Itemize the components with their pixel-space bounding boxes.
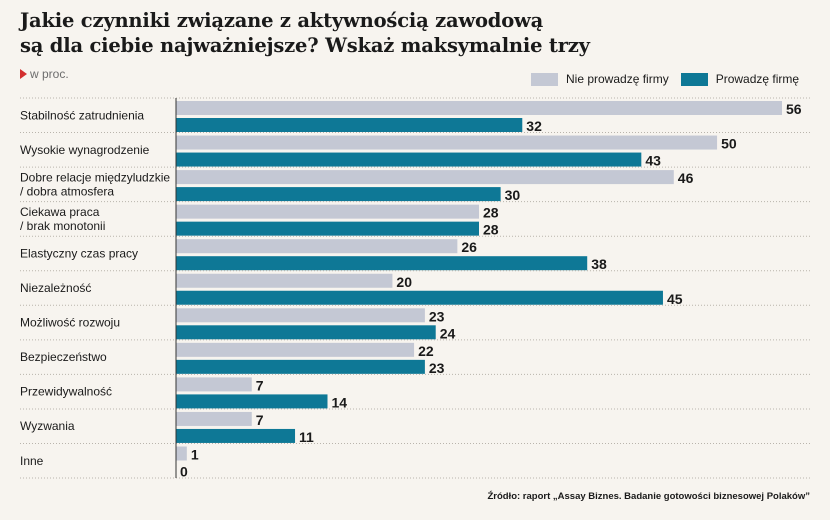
data-label: 11 bbox=[299, 429, 314, 445]
legend-item-nie-prowadze: Nie prowadzę firmy bbox=[531, 72, 669, 86]
data-label: 30 bbox=[505, 187, 521, 203]
data-label: 45 bbox=[667, 291, 683, 307]
data-label: 26 bbox=[461, 239, 477, 255]
category-label: Dobre relacje międzyludzkie / dobra atmos… bbox=[20, 170, 170, 198]
category-label: Ciekawa praca / brak monotonii bbox=[20, 205, 105, 233]
unit-label: w proc. bbox=[30, 67, 69, 81]
category-label: Inne bbox=[20, 454, 44, 468]
data-label: 28 bbox=[483, 205, 499, 221]
data-label: 23 bbox=[429, 308, 445, 324]
bar-nie-prowadze bbox=[176, 204, 479, 219]
bar-nie-prowadze bbox=[176, 446, 187, 461]
data-label: 7 bbox=[256, 377, 264, 393]
data-label: 20 bbox=[396, 274, 412, 290]
chart-title: Jakie czynniki związane z aktywnością za… bbox=[20, 8, 810, 58]
chart-title-line-2: są dla ciebie najważniejsze? Wskaż maksy… bbox=[20, 34, 590, 57]
legend-swatch-prowadze bbox=[680, 72, 708, 86]
category-label: Stabilność zatrudnienia bbox=[20, 108, 144, 122]
bar-nie-prowadze bbox=[176, 170, 674, 185]
bar-prowadze bbox=[176, 359, 425, 374]
data-label: 23 bbox=[429, 360, 445, 376]
legend-item-prowadze: Prowadzę firmę bbox=[680, 72, 800, 86]
bar-prowadze bbox=[176, 187, 501, 202]
data-label: 38 bbox=[591, 256, 607, 272]
bar-prowadze bbox=[176, 256, 588, 271]
bar-nie-prowadze bbox=[176, 135, 718, 150]
bar-nie-prowadze bbox=[176, 101, 782, 115]
category-label: Bezpieczeństwo bbox=[20, 350, 107, 364]
red-triangle-icon bbox=[20, 69, 27, 79]
data-label: 28 bbox=[483, 222, 499, 238]
legend-swatch-nie-prowadze bbox=[531, 72, 558, 86]
category-label: Wyzwania bbox=[20, 419, 75, 433]
data-label: 43 bbox=[645, 153, 661, 169]
data-label: 22 bbox=[418, 343, 434, 359]
data-label: 50 bbox=[721, 136, 737, 152]
source-note: Źródło: raport „Assay Biznes. Badanie go… bbox=[487, 491, 810, 502]
chart-title-line-1: Jakie czynniki związane z aktywnością za… bbox=[20, 9, 544, 32]
bar-prowadze bbox=[176, 290, 663, 305]
category-label: Niezależność bbox=[20, 281, 91, 295]
category-label: Elastyczny czas pracy bbox=[20, 246, 138, 260]
bar-nie-prowadze bbox=[176, 377, 252, 392]
data-label: 32 bbox=[526, 118, 542, 134]
bar-nie-prowadze bbox=[176, 411, 252, 426]
bar-prowadze bbox=[176, 428, 296, 443]
bar-prowadze bbox=[176, 118, 523, 132]
category-label: Przewidywalność bbox=[20, 385, 112, 399]
chart-subtitle: w proc. bbox=[20, 67, 69, 81]
bar-prowadze bbox=[176, 394, 328, 409]
category-label: Wysokie wynagrodzenie bbox=[20, 143, 150, 157]
chart-legend: Nie prowadzę firmy Prowadzę firmę bbox=[531, 72, 811, 86]
data-label: 46 bbox=[678, 170, 694, 186]
bar-prowadze bbox=[176, 221, 479, 236]
data-label: 0 bbox=[180, 464, 188, 480]
legend-label-prowadze: Prowadzę firmę bbox=[715, 72, 800, 86]
bar-nie-prowadze bbox=[176, 308, 425, 323]
data-label: 7 bbox=[256, 412, 264, 428]
data-label: 1 bbox=[191, 447, 199, 463]
category-label: Możliwość rozwoju bbox=[20, 316, 120, 330]
data-label: 24 bbox=[440, 325, 456, 341]
data-label: 56 bbox=[786, 101, 802, 117]
bar-nie-prowadze bbox=[176, 239, 458, 254]
bar-nie-prowadze bbox=[176, 342, 415, 357]
bar-prowadze bbox=[176, 152, 642, 167]
bar-nie-prowadze bbox=[176, 273, 393, 288]
data-label: 14 bbox=[332, 394, 348, 410]
bar-prowadze bbox=[176, 325, 436, 340]
legend-label-nie-prowadze: Nie prowadzę firmy bbox=[566, 72, 669, 86]
